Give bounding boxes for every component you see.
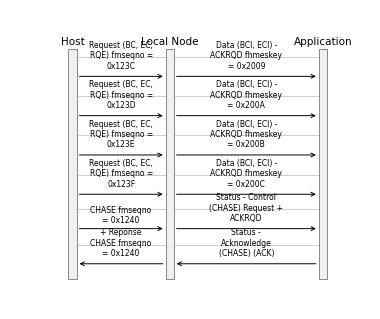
Bar — [68, 49, 77, 279]
Text: + Reponse
CHASE fmseqno
= 0x1240: + Reponse CHASE fmseqno = 0x1240 — [90, 228, 152, 258]
Text: Request (BC, EC,
RQE) fmseqno =
0x123E: Request (BC, EC, RQE) fmseqno = 0x123E — [89, 120, 153, 149]
Text: Data (BCI, ECI) -
ACKRQD fhmeskey
= 0x2009: Data (BCI, ECI) - ACKRQD fhmeskey = 0x20… — [211, 41, 282, 71]
Text: Status - Control
(CHASE) Request +
ACKRQD: Status - Control (CHASE) Request + ACKRQ… — [209, 193, 283, 223]
Text: Local Node: Local Node — [141, 37, 198, 47]
Text: Request (BC, EC,
RQE) fmseqno =
0x123D: Request (BC, EC, RQE) fmseqno = 0x123D — [89, 80, 153, 110]
Text: Status -
Acknowledge
(CHASE) (ACK): Status - Acknowledge (CHASE) (ACK) — [218, 228, 274, 258]
Text: Data (BCI, ECI) -
ACKRQD fhmeskey
= 0x200B: Data (BCI, ECI) - ACKRQD fhmeskey = 0x20… — [211, 120, 282, 149]
Text: CHASE fmseqno
= 0x1240: CHASE fmseqno = 0x1240 — [90, 205, 152, 225]
Text: Request (BC, EC,
RQE) fmseqno =
0x123C: Request (BC, EC, RQE) fmseqno = 0x123C — [89, 41, 153, 71]
Text: Request (BC, EC,
RQE) fmseqno =
0x123F: Request (BC, EC, RQE) fmseqno = 0x123F — [89, 159, 153, 189]
Text: Application: Application — [293, 37, 352, 47]
Text: Data (BCI, ECI) -
ACKRQD fhmeskey
= 0x200C: Data (BCI, ECI) - ACKRQD fhmeskey = 0x20… — [211, 159, 282, 189]
Text: Data (BCI, ECI) -
ACKRQD fhmeskey
= 0x200A: Data (BCI, ECI) - ACKRQD fhmeskey = 0x20… — [211, 80, 282, 110]
Text: Host: Host — [61, 37, 84, 47]
Bar — [166, 49, 174, 279]
Bar — [319, 49, 327, 279]
